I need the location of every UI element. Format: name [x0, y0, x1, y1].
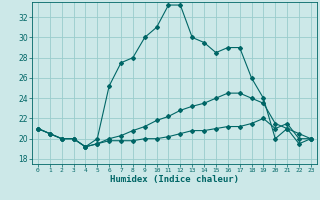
- X-axis label: Humidex (Indice chaleur): Humidex (Indice chaleur): [110, 175, 239, 184]
